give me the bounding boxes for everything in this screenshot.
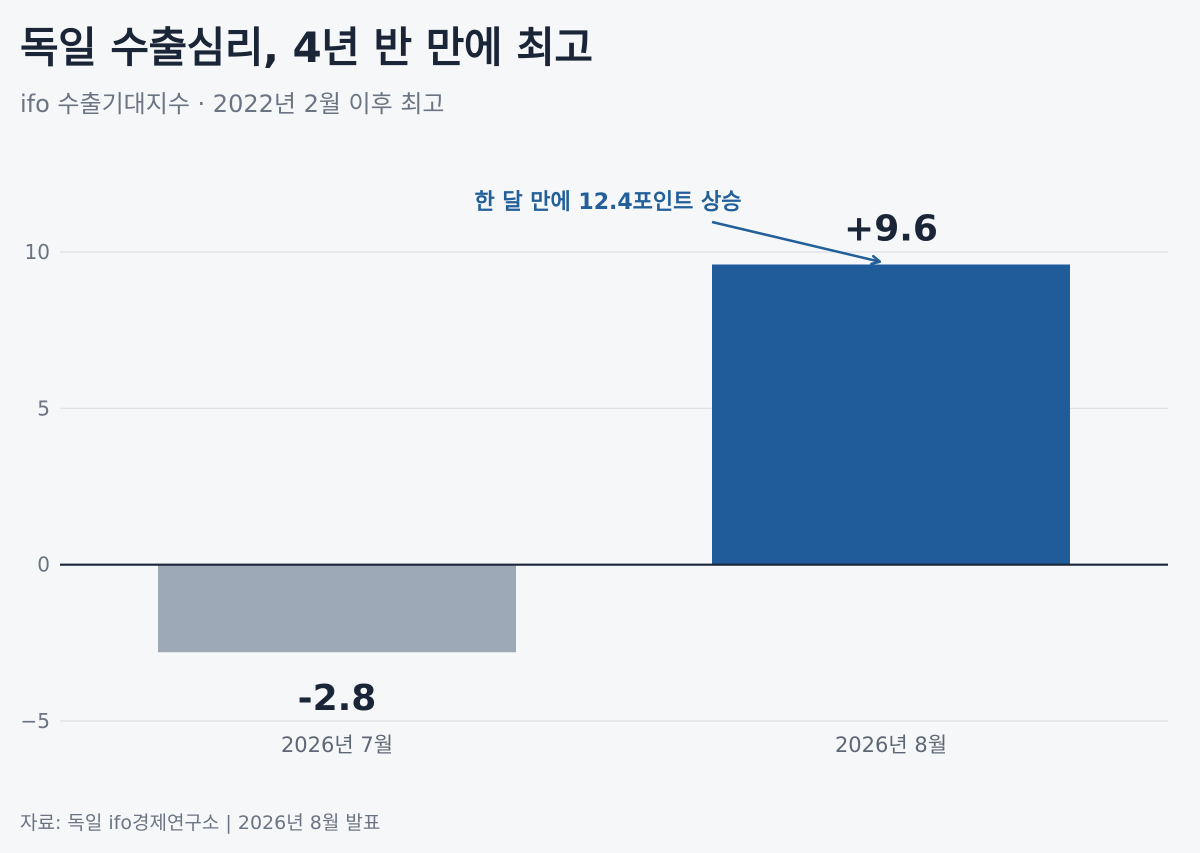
annotation-text: 한 달 만에 12.4포인트 상승	[474, 190, 741, 215]
bar	[158, 565, 516, 653]
y-tick-label: 0	[37, 553, 50, 577]
y-tick-label: −5	[21, 709, 50, 733]
x-tick-label: 2026년 7월	[281, 733, 393, 757]
data-label: -2.8	[298, 678, 377, 719]
x-tick-label: 2026년 8월	[835, 733, 947, 757]
y-tick-label: 10	[25, 240, 50, 264]
bar	[712, 265, 1070, 565]
source-note: 자료: 독일 ifo경제연구소 | 2026년 8월 발표	[20, 808, 380, 835]
y-tick-label: 5	[37, 396, 50, 420]
data-label: +9.6	[844, 209, 938, 250]
